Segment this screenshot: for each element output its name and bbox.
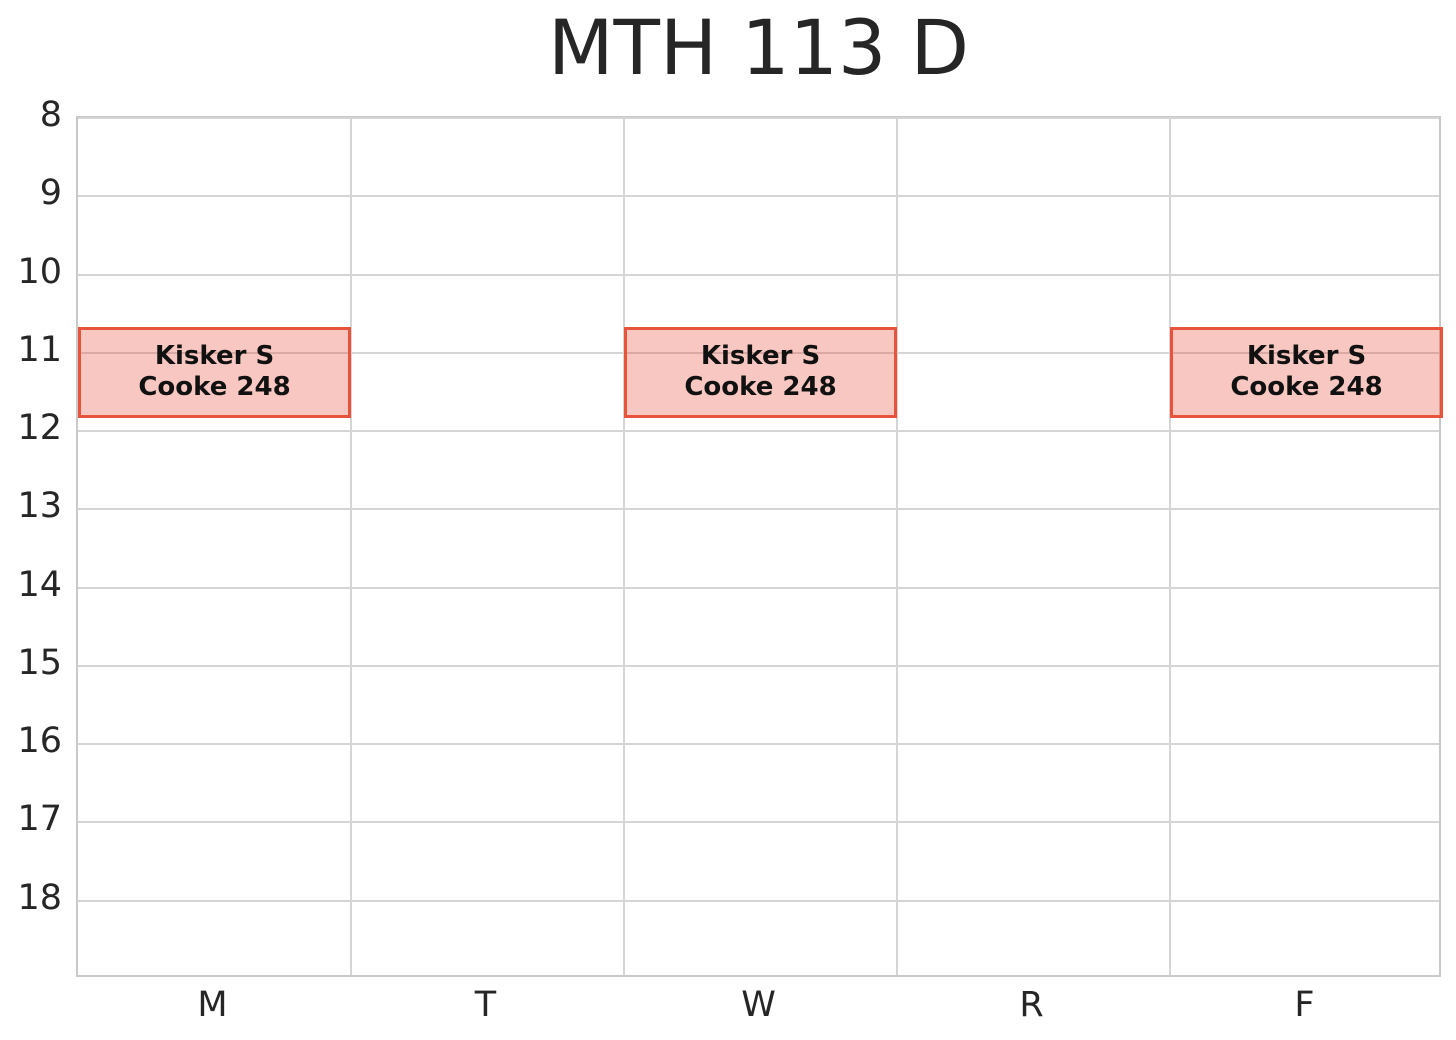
y-tick-label: 13 — [17, 486, 62, 527]
y-tick-label: 8 — [39, 94, 62, 135]
grid-line-vertical — [350, 118, 352, 975]
grid-line-horizontal — [78, 117, 1439, 119]
y-tick-label: 9 — [39, 173, 62, 214]
y-tick-label: 12 — [17, 407, 62, 448]
event-room: Cooke 248 — [684, 372, 837, 403]
event-instructor: Kisker S — [700, 341, 821, 372]
grid-line-vertical — [896, 118, 898, 975]
x-tick-label: T — [474, 985, 497, 1025]
grid-line-horizontal — [78, 508, 1439, 511]
grid-line-horizontal — [78, 430, 1439, 433]
grid-line-horizontal — [78, 351, 1439, 354]
y-tick-label: 17 — [17, 799, 62, 840]
chart-title: MTH 113 D — [547, 3, 970, 92]
grid-line-horizontal — [78, 743, 1439, 746]
grid-line-horizontal — [78, 273, 1439, 276]
y-tick-label: 18 — [17, 877, 62, 918]
x-tick-label: F — [1294, 985, 1315, 1025]
event-block: Kisker S Cooke 248 — [624, 326, 897, 418]
event-instructor: Kisker S — [154, 341, 275, 372]
y-tick-label: 10 — [17, 251, 62, 292]
y-tick-label: 15 — [17, 642, 62, 683]
event-block: Kisker S Cooke 248 — [1170, 326, 1443, 418]
x-tick-label: M — [197, 985, 228, 1025]
x-tick-label: R — [1019, 985, 1044, 1025]
y-tick-label: 14 — [17, 564, 62, 605]
event-room: Cooke 248 — [1230, 372, 1383, 403]
y-tick-label: 16 — [17, 720, 62, 761]
event-room: Cooke 248 — [138, 372, 291, 403]
y-tick-label: 11 — [17, 329, 62, 370]
grid-line-horizontal — [78, 195, 1439, 198]
event-instructor: Kisker S — [1246, 341, 1367, 372]
x-tick-label: W — [741, 985, 776, 1025]
grid-line-vertical — [1169, 118, 1171, 975]
grid-line-horizontal — [78, 821, 1439, 824]
plot-area: Kisker S Cooke 248 Kisker S Cooke 248 Kisker… — [76, 116, 1443, 977]
grid-line-horizontal — [78, 664, 1439, 667]
event-block: Kisker S Cooke 248 — [78, 326, 351, 418]
grid-line-horizontal — [78, 899, 1439, 902]
grid-line-vertical — [623, 118, 625, 975]
grid-line-horizontal — [78, 586, 1439, 589]
